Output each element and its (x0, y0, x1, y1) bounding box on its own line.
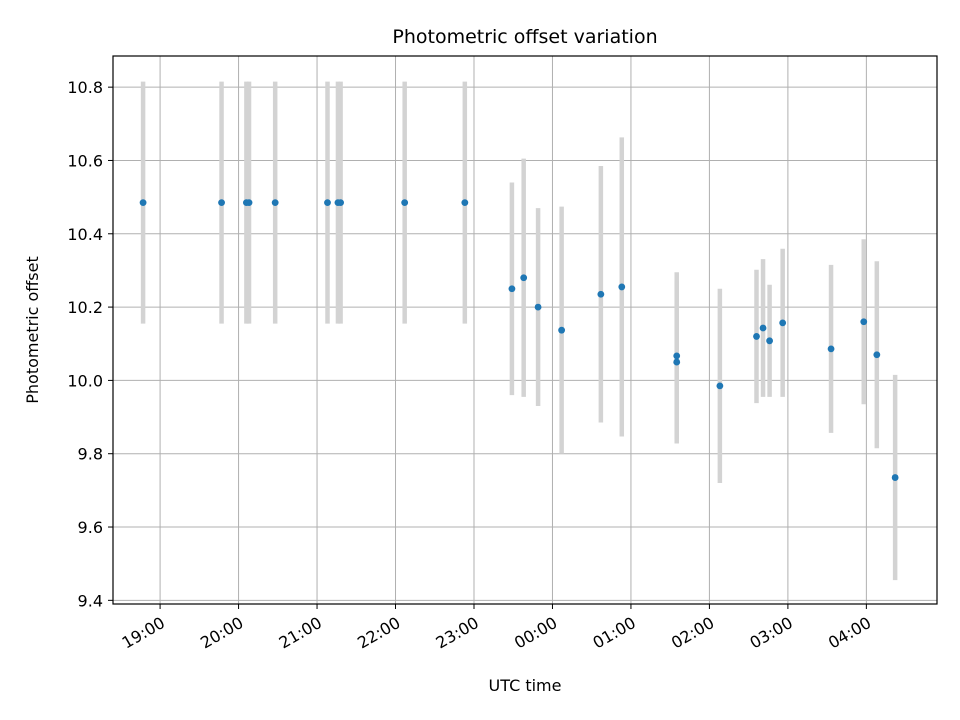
data-point (891, 474, 899, 481)
y-tick-label: 10.6 (67, 151, 103, 170)
data-point (673, 352, 681, 360)
data-point (827, 345, 835, 353)
data-point (597, 290, 605, 298)
data-point (324, 199, 331, 207)
data-point (673, 358, 681, 366)
data-point (245, 199, 253, 207)
data-point (337, 199, 344, 207)
data-point (534, 303, 542, 311)
y-tick-label: 10.2 (67, 298, 103, 317)
data-point (759, 324, 767, 332)
data-point (218, 199, 225, 207)
data-points (139, 199, 899, 481)
y-tick-label: 10.0 (67, 371, 103, 390)
chart-title: Photometric offset variation (392, 26, 657, 48)
y-tick-label: 9.8 (78, 445, 103, 464)
data-point (766, 337, 773, 345)
data-point (508, 285, 516, 293)
data-point (401, 199, 409, 207)
data-point (271, 199, 279, 207)
y-tick-label: 9.6 (78, 518, 103, 537)
data-point (860, 318, 868, 326)
y-axis-ticks: 9.4 9.6 9.8 10.0 10.2 10.4 10.6 10.8 (67, 78, 113, 610)
x-axis-label: UTC time (489, 676, 562, 695)
plot-frame (112, 55, 938, 605)
data-point (873, 351, 881, 359)
data-point (558, 326, 566, 334)
data-point (716, 382, 724, 390)
data-point (520, 274, 528, 282)
data-point (461, 199, 469, 207)
y-axis-label: Photometric offset (23, 256, 42, 404)
data-point (139, 199, 147, 207)
data-point (753, 333, 760, 340)
data-point (618, 283, 626, 291)
y-tick-label: 9.4 (78, 591, 103, 610)
data-point (779, 319, 787, 327)
y-tick-label: 10.4 (67, 225, 103, 244)
y-tick-label: 10.8 (67, 78, 103, 97)
